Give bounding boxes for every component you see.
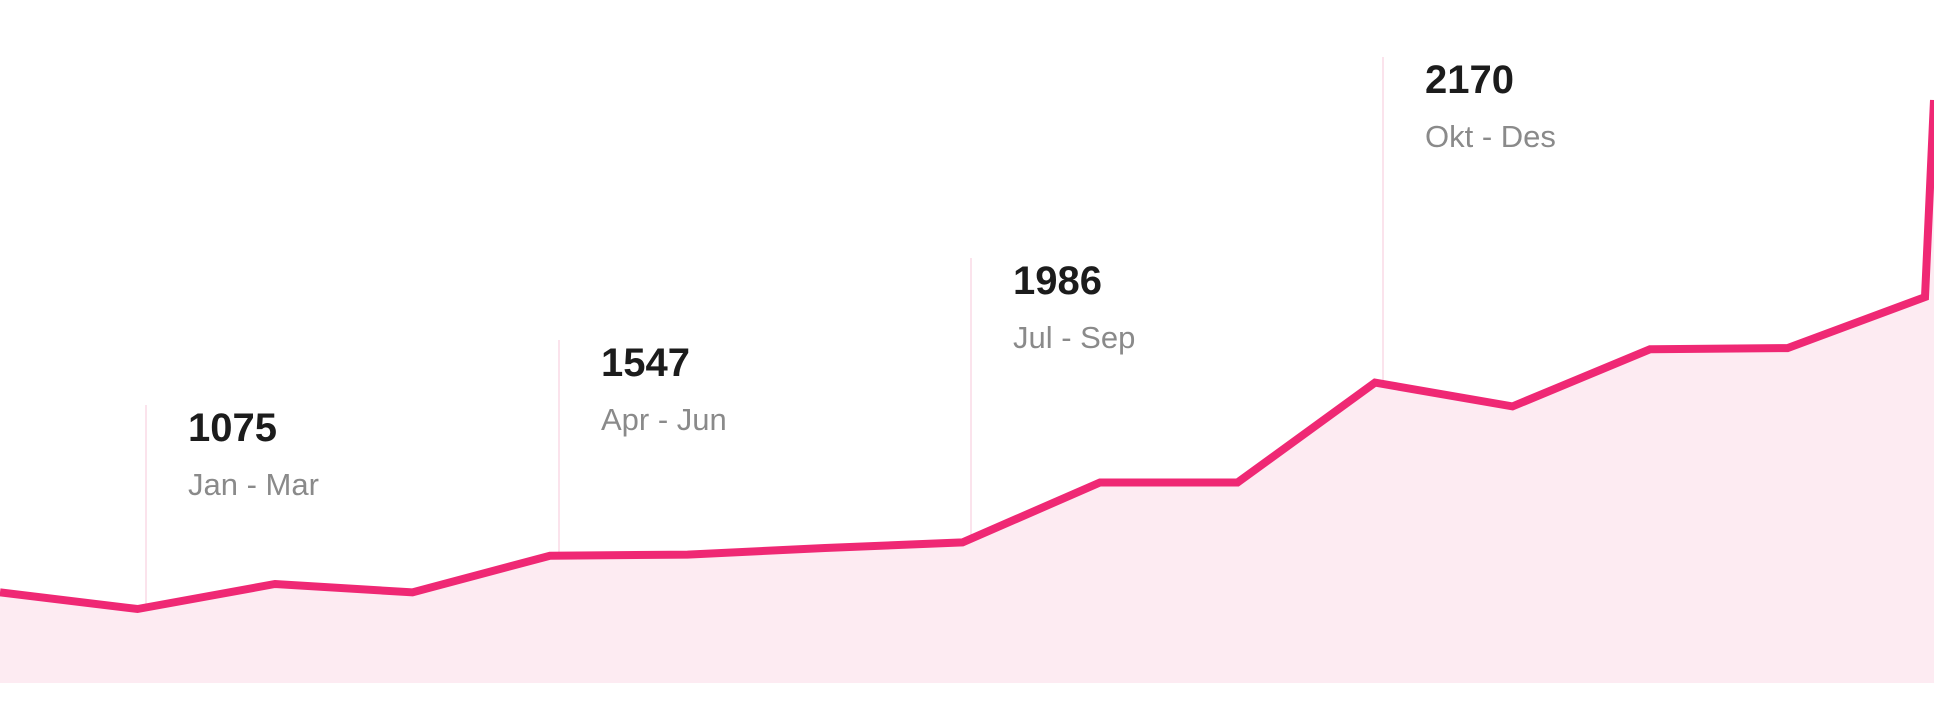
period-value-label: 2170 (1425, 58, 1514, 102)
period-name-label: Jan - Mar (188, 467, 319, 502)
period-name-label: Okt - Des (1425, 119, 1556, 154)
series-line (0, 99, 1934, 614)
period-value-label: 1986 (1013, 259, 1102, 303)
period-labels: 1075 Jan - Mar 1547 Apr - Jun 1986 Jul - Sep 2… (188, 58, 1556, 502)
period-name-label: Jul - Sep (1013, 320, 1135, 355)
area-fill (0, 100, 1934, 683)
period-name-label: Apr - Jun (601, 402, 727, 437)
period-value-label: 1547 (601, 341, 690, 385)
period-value-label: 1075 (188, 406, 277, 450)
